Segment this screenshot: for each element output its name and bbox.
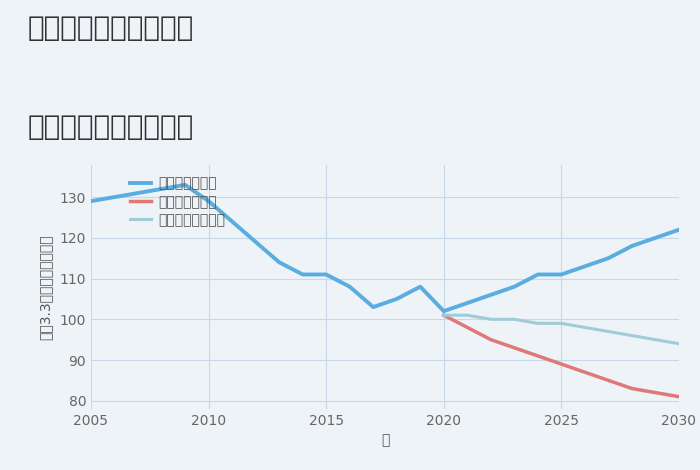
グッドシナリオ [87,198,95,204]
グッドシナリオ [158,186,166,192]
バッドシナリオ [628,386,636,392]
グッドシナリオ [251,239,260,245]
ノーマルシナリオ [604,329,612,334]
Line: バッドシナリオ: バッドシナリオ [444,315,679,397]
バッドシナリオ [533,353,542,359]
バッドシナリオ [440,313,448,318]
グッドシナリオ [651,235,659,241]
グッドシナリオ [275,259,284,265]
グッドシナリオ [393,296,401,302]
バッドシナリオ [675,394,683,399]
ノーマルシナリオ [675,341,683,346]
グッドシナリオ [204,198,213,204]
バッドシナリオ [604,377,612,383]
グッドシナリオ [440,308,448,314]
グッドシナリオ [604,255,612,261]
ノーマルシナリオ [486,316,495,322]
ノーマルシナリオ [533,321,542,326]
ノーマルシナリオ [510,316,519,322]
バッドシナリオ [581,369,589,375]
グッドシナリオ [675,227,683,233]
グッドシナリオ [298,272,307,277]
Line: ノーマルシナリオ: ノーマルシナリオ [444,315,679,344]
グッドシナリオ [533,272,542,277]
グッドシナリオ [463,300,472,306]
ノーマルシナリオ [581,325,589,330]
グッドシナリオ [628,243,636,249]
Text: 奈良県学研北生駒駅の: 奈良県学研北生駒駅の [28,14,195,42]
X-axis label: 年: 年 [381,433,389,447]
ノーマルシナリオ [440,313,448,318]
グッドシナリオ [416,284,424,290]
バッドシナリオ [651,390,659,395]
グッドシナリオ [557,272,566,277]
グッドシナリオ [346,284,354,290]
グッドシナリオ [486,292,495,298]
ノーマルシナリオ [628,333,636,338]
グッドシナリオ [181,182,189,188]
ノーマルシナリオ [463,313,472,318]
Y-axis label: 坪（3.3㎡）単価（万円）: 坪（3.3㎡）単価（万円） [38,234,52,339]
グッドシナリオ [369,304,377,310]
Line: グッドシナリオ: グッドシナリオ [91,185,679,311]
グッドシナリオ [510,284,519,290]
Legend: グッドシナリオ, バッドシナリオ, ノーマルシナリオ: グッドシナリオ, バッドシナリオ, ノーマルシナリオ [127,174,228,230]
グッドシナリオ [134,190,142,196]
グッドシナリオ [111,194,119,200]
バッドシナリオ [486,337,495,343]
グッドシナリオ [322,272,330,277]
グッドシナリオ [581,264,589,269]
バッドシナリオ [463,325,472,330]
Text: 中古戸建ての価格推移: 中古戸建ての価格推移 [28,113,195,141]
ノーマルシナリオ [557,321,566,326]
グッドシナリオ [228,219,237,224]
ノーマルシナリオ [651,337,659,343]
バッドシナリオ [557,361,566,367]
バッドシナリオ [510,345,519,351]
